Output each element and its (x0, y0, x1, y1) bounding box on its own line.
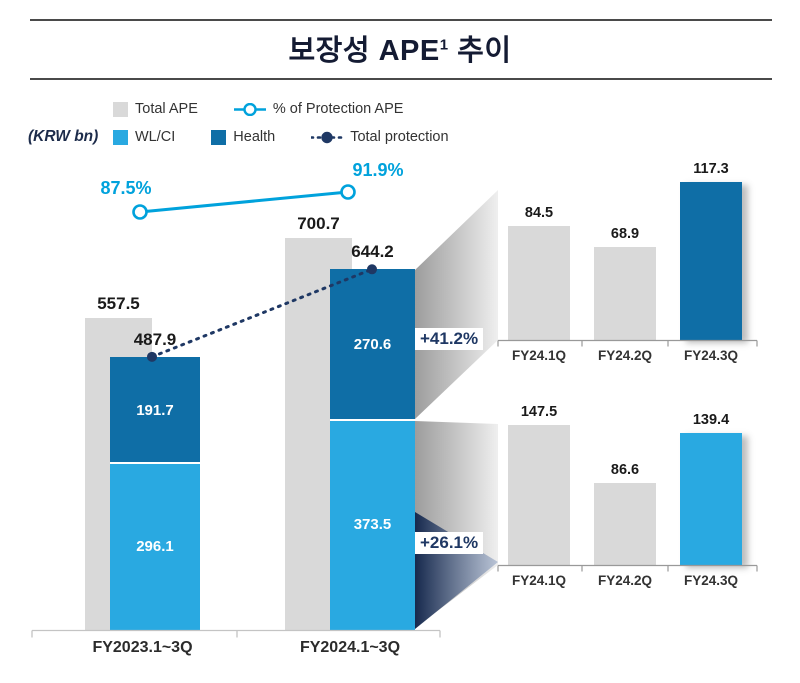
quarter-value: 139.4 (692, 411, 730, 428)
legend-total-ape: Total APE (113, 101, 198, 117)
highlight-quarter-bar (680, 181, 742, 340)
category-label: FY2024.1~3Q (299, 639, 401, 656)
unit-label: (KRW bn) (28, 128, 99, 145)
quarter-category-label: FY24.1Q (511, 348, 567, 363)
health-bar (110, 356, 200, 465)
wlci-bar (110, 464, 200, 630)
funnel-health (415, 190, 498, 419)
legend-health: Health (211, 129, 275, 145)
legend-row-1: Total APE % of Protection APE (113, 101, 403, 117)
legend-total-protection-label: Total protection (350, 129, 449, 145)
legend-health-label: Health (233, 129, 276, 145)
quarter-value: 68.9 (610, 225, 640, 242)
health-value: 191.7 (136, 401, 174, 419)
total-protection-value: 644.2 (351, 242, 394, 262)
legend-total-ape-label: Total APE (135, 101, 198, 117)
quarter-category-label: FY24.3Q (683, 348, 739, 363)
pct-line-legend-marker (233, 102, 266, 116)
legend-total-protection: Total protection (309, 129, 449, 145)
title-footnote-marker: 1 (439, 36, 449, 54)
health-delta-label: +41.2% (415, 328, 484, 350)
wlci-swatch (113, 129, 128, 145)
quarter-value: 86.6 (610, 461, 640, 478)
quarter-bar (594, 482, 656, 565)
category-label: FY2023.1~3Q (92, 639, 193, 656)
legend-pct-protection-label: % of Protection APE (272, 101, 404, 117)
legend-wlci-label: WL/CI (135, 129, 176, 145)
quarter-category-label: FY24.2Q (597, 573, 653, 588)
wlci-delta-label: +26.1% (415, 532, 484, 554)
quarter-value: 117.3 (693, 160, 729, 177)
wlci-value: 296.1 (136, 538, 174, 556)
total-ape-value: 557.5 (97, 293, 140, 313)
legend-pct-protection: % of Protection APE (233, 101, 404, 117)
wlci-value: 373.5 (353, 516, 392, 534)
quarter-bar (508, 424, 570, 565)
page-title: 보장성 APE1 추이 (0, 27, 800, 69)
total-protection-value: 487.9 (133, 329, 177, 349)
pct-protection-value: 91.9% (352, 160, 404, 180)
quarter-value: 84.5 (524, 204, 554, 221)
quarter-category-label: FY24.2Q (597, 348, 653, 363)
highlight-quarter-bar (680, 432, 742, 565)
title-underline (30, 78, 772, 80)
total-ape-swatch (113, 101, 128, 117)
top-divider (30, 19, 772, 21)
legend-row-2: WL/CI Health Total protection (113, 129, 449, 145)
title-text: 보장성 APE (288, 35, 440, 67)
legend-wlci: WL/CI (113, 129, 175, 145)
quarter-bar (508, 225, 570, 340)
quarter-category-label: FY24.3Q (683, 573, 739, 588)
total-ape-value: 700.7 (297, 213, 340, 233)
wlci-bar (330, 420, 415, 630)
quarter-value: 147.5 (520, 403, 558, 420)
quarter-category-label: FY24.1Q (511, 573, 567, 588)
quarter-bar (594, 246, 656, 340)
health-swatch (211, 129, 227, 145)
title-tail: 추이 (448, 35, 512, 67)
total-protection-legend-marker (309, 131, 345, 144)
pct-protection-value: 87.5% (100, 178, 152, 198)
